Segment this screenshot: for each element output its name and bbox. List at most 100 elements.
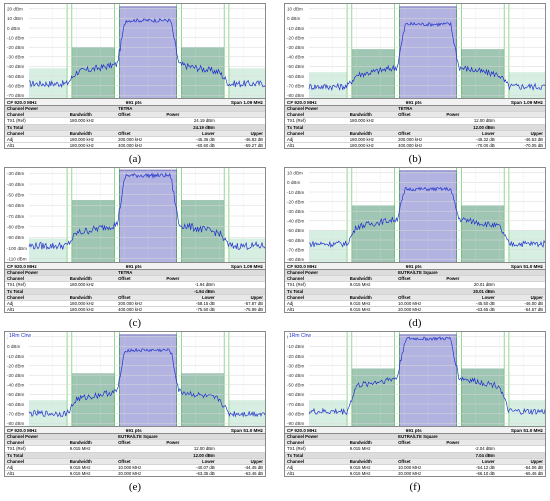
table-cell: Lower [202, 130, 215, 136]
table-cell: Channel [287, 276, 304, 282]
table-row: Alt1 9.015 MHz 20.000 MHz -63.65 dB -64.67 d… [285, 307, 545, 312]
table-cell [398, 289, 446, 294]
table-row: Adj 9.015 MHz 10.000 MHz -45.50 dB -46.00 dB [285, 301, 545, 308]
table-cell: 9.015 MHz [349, 446, 371, 452]
table-cell [118, 289, 166, 294]
y-tick-label: -20 dBm [7, 363, 25, 368]
spectrum-svg: 0 dBm-10 dBm-20 dBm-30 dBm-40 dBm-50 dBm… [287, 332, 545, 426]
table-total-row: Tx Total -1.94 dBm [5, 288, 265, 295]
points-count: 691 pts [405, 100, 422, 105]
table-header-row: Channel Bandwidth Offset Lower Upper [285, 130, 545, 138]
table-cell: Offset [398, 112, 411, 118]
table-cell [70, 289, 118, 294]
table-cell: Adj [7, 137, 14, 143]
table-cell: Upper [530, 458, 543, 464]
spectrum-plot: 10 dBm 0 dBm -10 dBm -20 dBm -30 dBm -40 dBm -… [284, 3, 546, 99]
y-tick-label: -70 dBm [287, 247, 305, 252]
table-cell: Tx Total [287, 124, 304, 130]
table-cell [495, 276, 543, 281]
table-header-row: Channel Bandwidth Offset Power [285, 440, 545, 447]
table-cell [446, 434, 494, 439]
table-cell [166, 434, 214, 439]
table-cell [350, 125, 398, 130]
table-cell: -44.45 dB [244, 465, 263, 471]
span-value: Span 51.0 MHz [230, 428, 263, 433]
table-cell [215, 440, 263, 445]
table-cell [215, 282, 263, 287]
alt-channel-upper [508, 400, 545, 426]
table-cell [398, 282, 446, 287]
spectrum-trace [308, 336, 545, 416]
table-cell: Channel Power [287, 434, 319, 439]
y-tick-label: -10 dBm [287, 190, 305, 195]
table-cell: Offset [118, 130, 131, 136]
table-header-row: Channel Bandwidth Offset Power [5, 276, 265, 283]
table-cell [166, 106, 214, 111]
y-tick-label: -30 dBm [287, 363, 305, 368]
table-cell [495, 106, 543, 111]
y-tick-label: -60 dBm [7, 402, 25, 407]
table-title-row: Channel Power EUTRA/LTE Square [285, 270, 545, 277]
table-cell: 12.00 dBm [193, 446, 215, 452]
span-value: Span 1.09 MHz [230, 100, 263, 105]
table-cell: Upper [250, 458, 263, 464]
table-cell: 10.000 MHz [398, 301, 422, 307]
y-tick-label: -20 dBm [287, 35, 305, 40]
table-cell: 9.015 MHz [69, 465, 91, 471]
table-cell: Channel [7, 458, 24, 464]
table-cell: Offset [398, 130, 411, 136]
subfigure-caption: (f) [409, 481, 421, 494]
table-cell [350, 106, 398, 111]
table-row: Adj 9.015 MHz 10.000 MHz -40.07 dB -44.45 dB [5, 465, 265, 472]
adj-channel-upper [181, 200, 225, 262]
adj-channel-lower [71, 200, 115, 262]
table-cell: Bandwidth [69, 458, 92, 464]
table-cell: TETRA [118, 106, 133, 111]
y-tick-label: -20 dBm [287, 199, 305, 204]
table-row: Alt1 180.000 kHz 400.000 kHz -60.60 dB -59.2… [5, 143, 265, 148]
table-cell: Channel Power [287, 106, 319, 111]
table-row: Adj 180.000 kHz 200.000 kHz -45.32 dB -46.53… [285, 137, 545, 144]
alt-channel-lower [29, 238, 68, 262]
table-row: Alt1 9.015 MHz 20.000 MHz -63.35 dB -63.46 d… [5, 471, 265, 476]
table-header-row: Channel Bandwidth Offset Power [285, 112, 545, 119]
table-cell [495, 434, 543, 439]
table-total-row: Tx Total 20.01 dBm [285, 288, 545, 295]
table-header-row: Channel Bandwidth Offset Lower Upper [285, 458, 545, 466]
table-cell: Tx Total [7, 452, 24, 458]
table-cell: Offset [118, 276, 131, 282]
table-cell: 180.000 kHz [69, 118, 94, 124]
table-cell: Channel [7, 276, 24, 282]
y-tick-label: -90 dBm [287, 421, 305, 426]
table-cell: Lower [202, 458, 215, 464]
table-cell [118, 125, 166, 130]
table-cell: 9.015 MHz [349, 301, 371, 307]
y-tick-label: 0 dBm [287, 16, 300, 21]
adj-channel-lower [71, 47, 115, 98]
table-cell: 180.000 kHz [69, 282, 94, 288]
y-tick-label: -50 dBm [287, 228, 305, 233]
table-cell [495, 112, 543, 117]
y-tick-label: 0 dBm [7, 344, 20, 349]
table-cell: Upper [530, 294, 543, 300]
table-cell: 20.000 MHz [118, 471, 142, 477]
table-cell [446, 106, 494, 111]
y-tick-label: -50 dBm [287, 64, 305, 69]
spectrum-trace [28, 347, 265, 418]
y-tick-label: -110 dBm [7, 256, 27, 261]
table-cell: Alt1 [287, 471, 295, 477]
y-tick-label: 0 dBm [287, 180, 300, 185]
y-tick-label: 10 dBm [287, 171, 303, 176]
table-cell [495, 282, 543, 287]
table-total-row: Tx Total 12.00 dBm [285, 124, 545, 131]
table-cell: 12.00 dBm [193, 452, 215, 458]
table-cell: Lower [202, 294, 215, 300]
table-row: TX1 (Ref) 180.000 kHz 24.19 dBm [5, 118, 265, 125]
spectrum-svg: 10 dBm 0 dBm -10 dBm -20 dBm -30 dBm -40 dBm -… [287, 4, 545, 98]
table-cell: -60.60 dB [196, 143, 215, 149]
table-cell: 9.015 MHz [349, 471, 371, 477]
table-cell: Lower [482, 130, 495, 136]
table-cell: TX1 (Ref) [7, 282, 26, 288]
table-cell: -46.00 dB [524, 301, 543, 307]
